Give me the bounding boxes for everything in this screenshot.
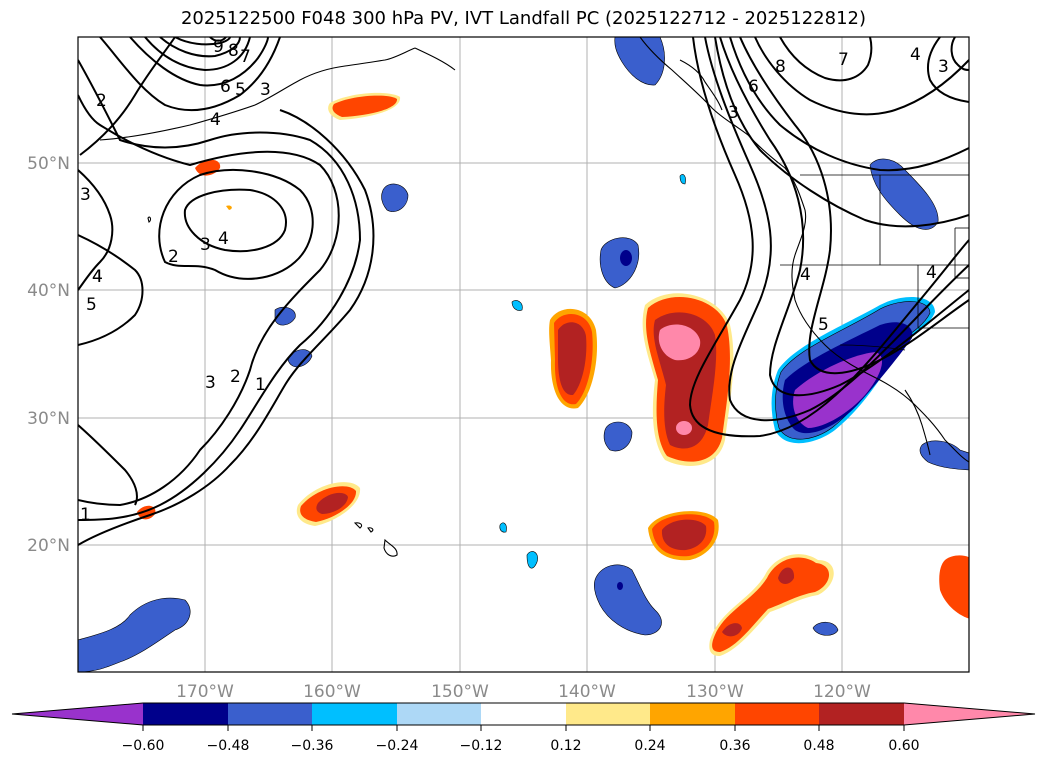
contour-label: 3 — [728, 103, 739, 123]
contour-label: 4 — [910, 45, 921, 65]
colorbar-segment — [397, 703, 481, 725]
contour-label: 3 — [205, 373, 216, 393]
contour-label: 7 — [240, 47, 251, 67]
contour-label: 2 — [96, 91, 107, 111]
contour-label: 4 — [92, 267, 103, 287]
colorbar-extend-low — [12, 703, 143, 725]
lat-label: 20°N — [27, 536, 70, 556]
colorbar-tick-label: −0.60 — [122, 738, 165, 754]
lat-label: 30°N — [27, 409, 70, 429]
lat-label: 50°N — [27, 154, 70, 174]
contour-label: 3 — [80, 185, 91, 205]
lon-label: 130°W — [686, 682, 744, 702]
colorbar-tick-label: −0.48 — [207, 738, 250, 754]
colorbar-segment — [228, 703, 312, 725]
contour-label: 8 — [228, 41, 239, 61]
colorbar-segment — [143, 703, 228, 725]
contour-label: 5 — [86, 295, 97, 315]
colorbar-segment — [481, 703, 566, 725]
contour-label: 4 — [92, 267, 103, 287]
colorbar-tick-label: −0.12 — [460, 738, 503, 754]
colorbar-segment — [566, 703, 650, 725]
contour-label: 4 — [926, 263, 937, 283]
colorbar-tick-label: 0.12 — [550, 738, 581, 754]
lon-label: 140°W — [558, 682, 616, 702]
colorbar-tick-label: 0.60 — [888, 738, 919, 754]
colorbar: −0.60 −0.48 −0.36 −0.24 −0.12 0.12 0.24 … — [11, 702, 1036, 754]
contour-label: 8 — [775, 57, 786, 77]
lon-label: 120°W — [813, 682, 871, 702]
contour-label: 4 — [800, 265, 811, 285]
colorbar-segment — [312, 703, 397, 725]
colorbar-extend-high — [904, 703, 1035, 725]
coastlines — [99, 37, 969, 557]
colorbar-tick-label: 0.48 — [803, 738, 834, 754]
pv-contours — [78, 37, 969, 546]
colorbar-tick-label: −0.24 — [376, 738, 419, 754]
lon-label: 170°W — [176, 682, 234, 702]
contour-label: 6 — [220, 77, 231, 97]
contour-label: 4 — [218, 229, 229, 249]
contour-label: 1 — [80, 505, 91, 525]
contour-label: 7 — [838, 50, 849, 70]
lon-label: 150°W — [431, 682, 489, 702]
longitude-labels: 170°W 160°W 150°W 140°W 130°W 120°W — [176, 682, 871, 702]
colorbar-tick-label: 0.24 — [634, 738, 665, 754]
contour-label: 4 — [210, 110, 221, 130]
map-title: 2025122500 F048 300 hPa PV, IVT Landfall… — [180, 8, 867, 29]
contour-label: 3 — [938, 57, 949, 77]
contour-label: 3 — [260, 80, 271, 100]
map-border — [77, 36, 970, 673]
contour-label: 5 — [235, 80, 246, 100]
contour-label: 1 — [255, 375, 266, 395]
colorbar-tick-label: 0.36 — [719, 738, 750, 754]
colorbar-segment — [735, 703, 819, 725]
positive-ivt-regions — [137, 92, 969, 656]
lat-label: 40°N — [27, 281, 70, 301]
contour-label: 3 — [200, 235, 211, 255]
colorbar-segment — [650, 703, 735, 725]
lon-label: 160°W — [303, 682, 361, 702]
contour-label-group: 9 8 7 6 5 3 4 2 3 4 3 4 2 4 5 3 2 1 1 6 … — [80, 37, 949, 525]
contour-label: 5 — [818, 315, 829, 335]
contour-label: 9 — [213, 37, 224, 57]
contour-label: 6 — [748, 77, 759, 97]
colorbar-tick-label: −0.36 — [291, 738, 334, 754]
colorbar-segment — [819, 703, 904, 725]
latitude-labels: 50°N 40°N 30°N 20°N — [27, 154, 70, 556]
contour-label: 2 — [168, 247, 179, 267]
contour-label: 2 — [230, 367, 241, 387]
